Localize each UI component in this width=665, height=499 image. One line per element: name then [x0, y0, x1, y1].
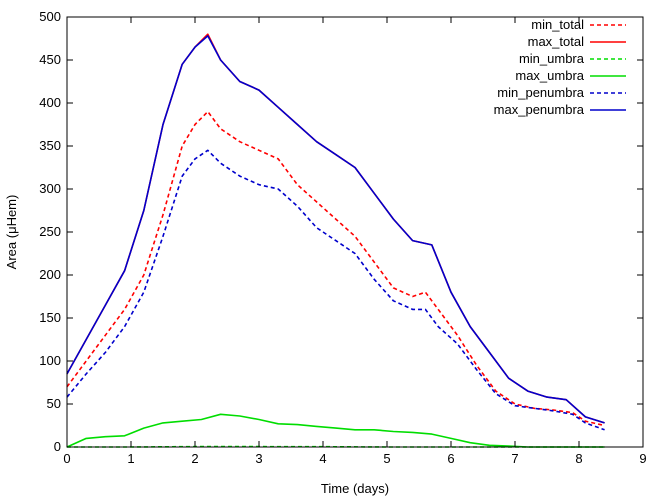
- y-tick-label-6: 300: [39, 181, 61, 196]
- series-line-max-umbra: [66, 413, 605, 448]
- y-tick-label-10: 500: [39, 9, 61, 24]
- x-tick-label-5: 5: [383, 451, 390, 466]
- x-tick-label-6: 6: [447, 451, 454, 466]
- legend-label-min-total: min_total: [531, 17, 584, 32]
- axis-ticks: 0 1 2 3 4 5 6 7 8 9 0 50 100 150 200 250 300 350 400 450 500: [39, 9, 646, 466]
- y-tick-label-3: 150: [39, 310, 61, 325]
- legend-label-min-umbra: min_umbra: [519, 51, 585, 66]
- x-tick-label-3: 3: [255, 451, 262, 466]
- y-tick-label-8: 400: [39, 95, 61, 110]
- legend-label-max-penumbra: max_penumbra: [494, 102, 585, 117]
- y-tick-label-0: 0: [54, 439, 61, 454]
- x-tick-label-2: 2: [191, 451, 198, 466]
- legend: min_total max_total min_umbra max_umbra min_…: [494, 17, 626, 117]
- y-axis-label: Area (μHem): [4, 195, 19, 270]
- x-tick-label-4: 4: [319, 451, 326, 466]
- legend-label-max-total: max_total: [528, 34, 584, 49]
- x-axis-label: Time (days): [321, 481, 389, 496]
- x-tick-label-0: 0: [63, 451, 70, 466]
- y-tick-label-9: 450: [39, 52, 61, 67]
- x-tick-label-8: 8: [575, 451, 582, 466]
- legend-label-min-penumbra: min_penumbra: [497, 85, 584, 100]
- x-tick-label-7: 7: [511, 451, 518, 466]
- y-tick-label-4: 200: [39, 267, 61, 282]
- x-tick-label-9: 9: [639, 451, 646, 466]
- y-tick-label-1: 50: [47, 396, 61, 411]
- series-line-min-penumbra: [66, 149, 605, 431]
- y-tick-label-2: 100: [39, 353, 61, 368]
- series-line-max-penumbra: [66, 35, 605, 424]
- legend-label-max-umbra: max_umbra: [515, 68, 584, 83]
- series-line-min-total: [66, 110, 605, 427]
- y-tick-label-7: 350: [39, 138, 61, 153]
- y-tick-label-5: 250: [39, 224, 61, 239]
- x-tick-label-1: 1: [127, 451, 134, 466]
